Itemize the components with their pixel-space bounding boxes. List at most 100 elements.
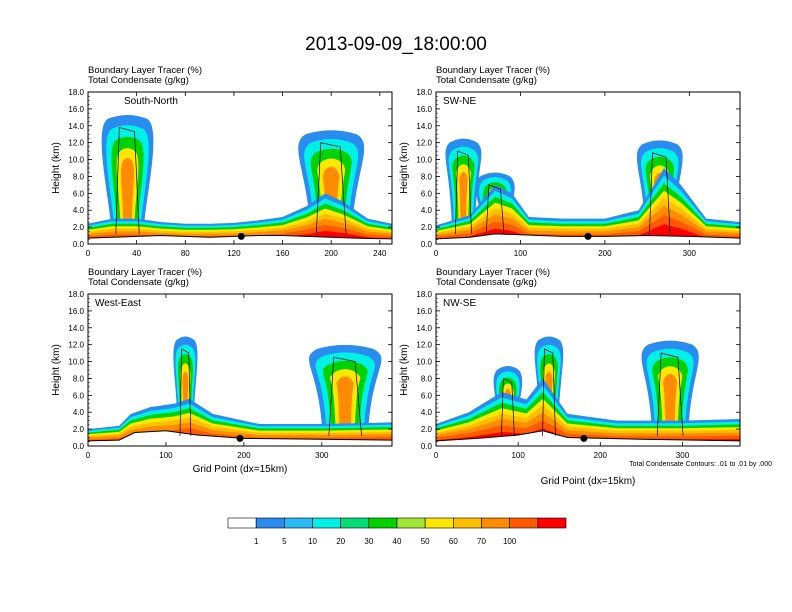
- y-axis-label: Height (km): [51, 142, 62, 194]
- y-axis-label: Height (km): [399, 344, 410, 396]
- y-tick-label: 14.0: [416, 324, 432, 333]
- terrain-line: [88, 430, 392, 442]
- plot-area: [88, 92, 392, 244]
- colorbar-swatch-1: [255, 517, 285, 529]
- x-tick-label: 0: [434, 249, 439, 258]
- y-tick-label: 18.0: [416, 290, 432, 299]
- panel-label: South-North: [124, 96, 178, 107]
- subtitle-condensate: Total Condensate (g/kg): [88, 75, 189, 86]
- plume-2-layer-4: [663, 373, 678, 425]
- condensate-contour-0: [179, 348, 192, 436]
- y-tick-label: 8.0: [421, 374, 433, 383]
- y-tick-label: 16.0: [416, 307, 432, 316]
- plot-area: [436, 294, 740, 446]
- figure-title: 2013-09-09_18:00:00: [305, 34, 487, 55]
- y-tick-label: 14.0: [68, 324, 84, 333]
- colorbar-swatch-0: [227, 517, 257, 529]
- y-tick-label: 0.0: [73, 442, 85, 451]
- y-tick-label: 6.0: [73, 189, 85, 198]
- y-tick-label: 12.0: [416, 341, 432, 350]
- colorbar-swatch-6: [396, 517, 426, 529]
- x-tick-label: 100: [514, 249, 528, 258]
- x-tick-label: 0: [86, 451, 91, 460]
- x-tick-label: 200: [237, 451, 251, 460]
- location-marker: [584, 232, 592, 240]
- y-tick-label: 10.0: [68, 358, 84, 367]
- colorbar-label: 5: [282, 537, 287, 546]
- colorbar-swatch-4: [340, 517, 370, 529]
- colorbar-label: 30: [364, 537, 373, 546]
- panel-label: SW-NE: [443, 96, 476, 107]
- x-tick-label: 160: [276, 249, 290, 258]
- y-tick-label: 8.0: [73, 172, 85, 181]
- condensate-contour-1: [542, 348, 556, 436]
- y-tick-label: 6.0: [421, 189, 433, 198]
- colorbar-label: 20: [336, 537, 345, 546]
- y-tick-label: 10.0: [416, 156, 432, 165]
- y-tick-label: 10.0: [68, 156, 84, 165]
- plume-2-layer-4: [458, 171, 468, 223]
- y-tick-label: 16.0: [416, 105, 432, 114]
- y-tick-label: 8.0: [73, 374, 85, 383]
- colorbar-swatch-3: [312, 517, 341, 529]
- x-tick-label: 300: [676, 451, 690, 460]
- plume-0-layer-4: [121, 157, 134, 223]
- colorbar-swatch-9: [481, 517, 510, 529]
- y-tick-label: 18.0: [416, 88, 432, 97]
- terrain-line: [436, 233, 740, 240]
- y-axis-label: Height (km): [399, 142, 410, 194]
- x-tick-label: 100: [159, 451, 173, 460]
- panel-south-north: 0.0 2.0 4.0 6.0 8.0 10.0 12.0 14.0 16.0 18.0 0 40 80…: [51, 65, 393, 258]
- y-tick-label: 16.0: [68, 105, 84, 114]
- y-tick-label: 2.0: [421, 223, 433, 232]
- plot-area: [436, 92, 740, 244]
- colorbar-swatch-11: [537, 517, 567, 529]
- x-tick-label: 100: [511, 451, 525, 460]
- colorbar-swatch-10: [509, 517, 539, 529]
- colorbar-swatch-8: [453, 517, 482, 529]
- y-tick-label: 2.0: [421, 425, 433, 434]
- panel-nw-se: 0.0 2.0 4.0 6.0 8.0 10.0 12.0 14.0 16.0 18.0 0 100 2…: [399, 267, 741, 487]
- subtitle-condensate: Total Condensate (g/kg): [436, 75, 537, 86]
- x-tick-label: 200: [325, 249, 339, 258]
- x-tick-label: 200: [594, 451, 608, 460]
- x-tick-label: 240: [373, 249, 387, 258]
- terrain-line: [88, 235, 392, 240]
- colorbar-label: 50: [421, 537, 430, 546]
- y-tick-label: 2.0: [73, 223, 85, 232]
- y-tick-label: 4.0: [421, 408, 433, 417]
- panel-label: NW-SE: [443, 298, 476, 309]
- y-tick-label: 10.0: [416, 358, 432, 367]
- y-tick-label: 12.0: [68, 341, 84, 350]
- y-tick-label: 6.0: [421, 391, 433, 400]
- colorbar-swatch-2: [284, 517, 313, 529]
- y-tick-label: 14.0: [68, 122, 84, 131]
- colorbar-label: 60: [449, 537, 458, 546]
- y-tick-label: 0.0: [421, 442, 433, 451]
- x-tick-label: 200: [598, 249, 612, 258]
- subtitle-tracer: Boundary Layer Tracer (%): [88, 65, 202, 76]
- x-axis-label: Grid Point (dx=15km): [541, 476, 636, 487]
- colorbar-swatch-7: [424, 517, 454, 529]
- y-tick-label: 6.0: [73, 391, 85, 400]
- y-tick-label: 4.0: [73, 408, 85, 417]
- colorbar-label: 10: [308, 537, 317, 546]
- colorbar-label: 70: [477, 537, 486, 546]
- x-tick-label: 300: [683, 249, 697, 258]
- x-tick-label: 0: [434, 451, 439, 460]
- condensate-contour-0: [115, 127, 140, 234]
- x-tick-label: 0: [86, 249, 91, 258]
- y-tick-label: 18.0: [68, 290, 84, 299]
- subtitle-condensate: Total Condensate (g/kg): [436, 277, 537, 288]
- location-marker: [236, 434, 244, 442]
- y-tick-label: 4.0: [73, 206, 85, 215]
- condensate-contour-0: [501, 377, 515, 436]
- subtitle-tracer: Boundary Layer Tracer (%): [436, 267, 550, 278]
- x-axis-label: Grid Point (dx=15km): [193, 464, 288, 475]
- colorbar-label: 100: [503, 537, 517, 546]
- plot-area: [88, 294, 392, 446]
- y-tick-label: 12.0: [416, 139, 432, 148]
- subtitle-condensate: Total Condensate (g/kg): [88, 277, 189, 288]
- y-tick-label: 0.0: [73, 240, 85, 249]
